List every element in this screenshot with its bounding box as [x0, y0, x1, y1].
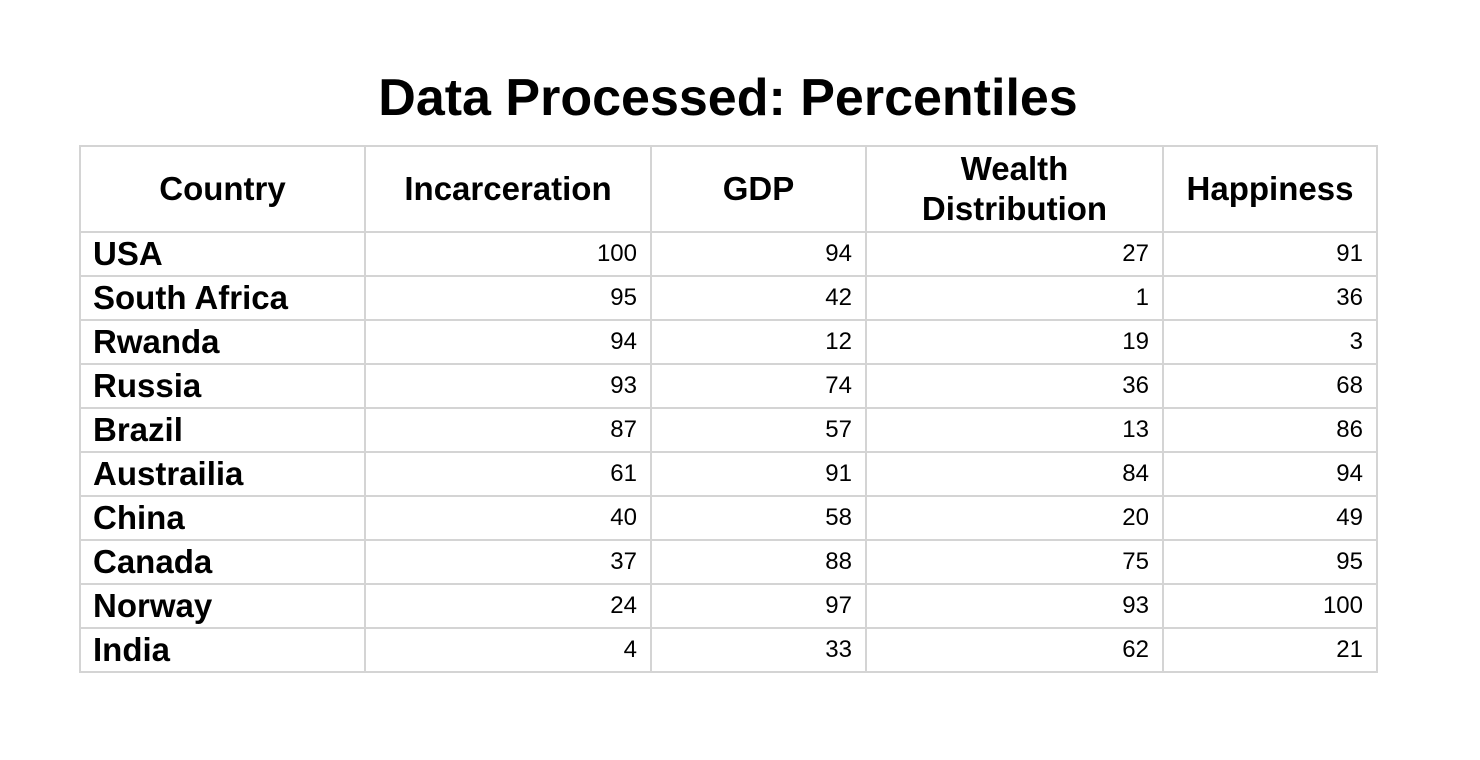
table-row: India 4 33 62 21 [79, 627, 1378, 673]
country-cell: USA [79, 231, 366, 277]
table-row: Norway 24 97 93 100 [79, 583, 1378, 629]
gdp-cell: 74 [650, 363, 867, 409]
country-cell: India [79, 627, 366, 673]
incarceration-cell: 95 [364, 275, 652, 321]
table-header: Country Incarceration GDP Wealth Distrib… [79, 145, 1378, 233]
header-incarceration: Incarceration [364, 145, 652, 233]
header-gdp: GDP [650, 145, 867, 233]
incarceration-cell: 24 [364, 583, 652, 629]
wealth-distribution-cell: 84 [865, 451, 1164, 497]
wealth-distribution-cell: 93 [865, 583, 1164, 629]
happiness-cell: 3 [1162, 319, 1378, 365]
incarceration-cell: 87 [364, 407, 652, 453]
header-row: Country Incarceration GDP Wealth Distrib… [79, 145, 1378, 233]
wealth-distribution-cell: 13 [865, 407, 1164, 453]
table-row: Brazil 87 57 13 86 [79, 407, 1378, 453]
gdp-cell: 57 [650, 407, 867, 453]
happiness-cell: 86 [1162, 407, 1378, 453]
country-cell: South Africa [79, 275, 366, 321]
table-row: Canada 37 88 75 95 [79, 539, 1378, 585]
wealth-distribution-cell: 36 [865, 363, 1164, 409]
gdp-cell: 88 [650, 539, 867, 585]
gdp-cell: 33 [650, 627, 867, 673]
table-row: China 40 58 20 49 [79, 495, 1378, 541]
country-cell: Brazil [79, 407, 366, 453]
wealth-distribution-cell: 75 [865, 539, 1164, 585]
wealth-distribution-cell: 27 [865, 231, 1164, 277]
happiness-cell: 21 [1162, 627, 1378, 673]
happiness-cell: 94 [1162, 451, 1378, 497]
wealth-distribution-cell: 19 [865, 319, 1164, 365]
happiness-cell: 68 [1162, 363, 1378, 409]
header-country: Country [79, 145, 366, 233]
table-row: Austrailia 61 91 84 94 [79, 451, 1378, 497]
table-body: USA 100 94 27 91 South Africa 95 42 1 36 Rwanda 94 1… [79, 231, 1378, 673]
country-cell: Canada [79, 539, 366, 585]
gdp-cell: 58 [650, 495, 867, 541]
table-row: USA 100 94 27 91 [79, 231, 1378, 277]
incarceration-cell: 100 [364, 231, 652, 277]
country-cell: Russia [79, 363, 366, 409]
happiness-cell: 36 [1162, 275, 1378, 321]
happiness-cell: 95 [1162, 539, 1378, 585]
wealth-distribution-cell: 20 [865, 495, 1164, 541]
incarceration-cell: 93 [364, 363, 652, 409]
country-cell: China [79, 495, 366, 541]
incarceration-cell: 37 [364, 539, 652, 585]
wealth-distribution-cell: 62 [865, 627, 1164, 673]
country-cell: Rwanda [79, 319, 366, 365]
gdp-cell: 94 [650, 231, 867, 277]
happiness-cell: 100 [1162, 583, 1378, 629]
gdp-cell: 91 [650, 451, 867, 497]
incarceration-cell: 94 [364, 319, 652, 365]
percentiles-table: Country Incarceration GDP Wealth Distrib… [79, 145, 1378, 673]
chart-title: Data Processed: Percentiles [378, 69, 1078, 127]
gdp-cell: 12 [650, 319, 867, 365]
happiness-cell: 49 [1162, 495, 1378, 541]
table-row: South Africa 95 42 1 36 [79, 275, 1378, 321]
header-happiness: Happiness [1162, 145, 1378, 233]
country-cell: Austrailia [79, 451, 366, 497]
gdp-cell: 97 [650, 583, 867, 629]
wealth-distribution-cell: 1 [865, 275, 1164, 321]
incarceration-cell: 40 [364, 495, 652, 541]
table-row: Russia 93 74 36 68 [79, 363, 1378, 409]
table-row: Rwanda 94 12 19 3 [79, 319, 1378, 365]
gdp-cell: 42 [650, 275, 867, 321]
happiness-cell: 91 [1162, 231, 1378, 277]
country-cell: Norway [79, 583, 366, 629]
incarceration-cell: 61 [364, 451, 652, 497]
incarceration-cell: 4 [364, 627, 652, 673]
header-wealth-distribution: Wealth Distribution [865, 145, 1164, 233]
